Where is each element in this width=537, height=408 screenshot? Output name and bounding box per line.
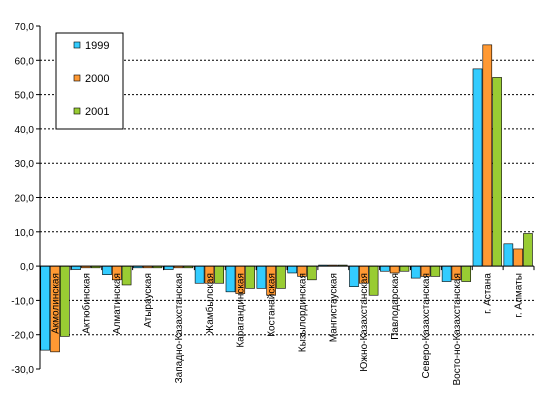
bar-2001-7 xyxy=(276,265,286,289)
bar-2001-13 xyxy=(461,265,472,282)
y-tick-label: 10,0 xyxy=(15,228,35,239)
legend: 1999 2000 2001 xyxy=(55,32,124,130)
y-tick-label: 50,0 xyxy=(15,91,35,102)
bar-1999-11 xyxy=(380,265,390,272)
bar-1999-0 xyxy=(40,265,51,351)
category-label: Атырауская xyxy=(143,273,154,328)
bar-2000-14 xyxy=(482,44,493,267)
bar-1999-15 xyxy=(503,243,514,267)
y-tick-label: -10,0 xyxy=(11,296,34,307)
bar-2000-15 xyxy=(513,248,523,267)
bar-2001-5 xyxy=(214,265,225,284)
bar-2001-12 xyxy=(430,265,441,277)
y-tick-label: 0,0 xyxy=(20,262,34,273)
bar-2001-6 xyxy=(245,265,255,289)
bar-2001-10 xyxy=(368,265,379,296)
y-axis-ticks: 70,0 60,0 50,0 40,0 30,0 20,0 10,0 0,0 -10,0 -20,… xyxy=(11,22,40,376)
legend-label: 2001 xyxy=(85,106,109,118)
legend-swatch xyxy=(73,74,81,82)
category-label: Павлодарская xyxy=(390,273,401,340)
legend-label: 2000 xyxy=(85,73,109,85)
category-label: Карагандинская xyxy=(236,273,247,348)
category-label: Южно-Казахстанская xyxy=(359,273,370,372)
bar-2001-15 xyxy=(523,233,533,267)
category-label: Акмолинская xyxy=(50,273,61,334)
legend-box xyxy=(55,32,124,130)
y-tick-label: 20,0 xyxy=(15,194,35,205)
category-label: Кызылординская xyxy=(297,273,308,352)
bar-1999-5 xyxy=(194,265,205,284)
axes xyxy=(39,26,535,369)
category-label: Северо-Казахстанская xyxy=(421,273,432,378)
category-label: Костанайская xyxy=(267,273,278,337)
category-label: Мангистауская xyxy=(328,273,339,342)
legend-label: 1999 xyxy=(85,40,109,52)
bar-1999-12 xyxy=(410,265,421,279)
bar-1999-13 xyxy=(441,265,452,282)
category-label: г. Алматы xyxy=(514,273,525,317)
bar-2001-8 xyxy=(307,265,317,281)
category-label: Жамбылская xyxy=(204,273,216,334)
bar-1999-2 xyxy=(102,265,112,275)
legend-swatch xyxy=(73,41,81,49)
bar-2001-14 xyxy=(492,77,502,267)
bar-1999-8 xyxy=(287,265,298,274)
bar-1999-10 xyxy=(349,265,359,287)
category-label: г. Астана xyxy=(483,273,494,314)
y-tick-label: 70,0 xyxy=(15,22,35,33)
y-tick-label: -20,0 xyxy=(11,331,34,342)
bars xyxy=(40,44,533,353)
bar-2001-11 xyxy=(399,265,410,272)
bar-1999-7 xyxy=(256,265,267,289)
bar-1999-4 xyxy=(163,265,174,270)
bar-1999-1 xyxy=(71,265,81,270)
category-labels: Акмолинская Актюбинская Алматинская Атыраус… xyxy=(50,273,524,386)
legend-swatch xyxy=(73,107,81,115)
bar-2000-11 xyxy=(389,265,400,274)
category-label: Актюбинская xyxy=(80,273,92,334)
category-label: Восто-но-Казахстанская xyxy=(452,273,463,385)
bar-1999-14 xyxy=(472,68,483,267)
y-tick-label: -30,0 xyxy=(11,365,34,376)
bar-2001-2 xyxy=(121,265,132,286)
y-tick-label: 60,0 xyxy=(15,56,35,67)
bar-1999-6 xyxy=(225,265,236,293)
category-label: Алматинская xyxy=(112,273,123,334)
y-tick-label: 30,0 xyxy=(15,159,35,170)
y-tick-label: 40,0 xyxy=(15,125,35,136)
bar-2001-0 xyxy=(60,265,70,337)
category-label: Западно-Казахстанская xyxy=(174,273,185,383)
